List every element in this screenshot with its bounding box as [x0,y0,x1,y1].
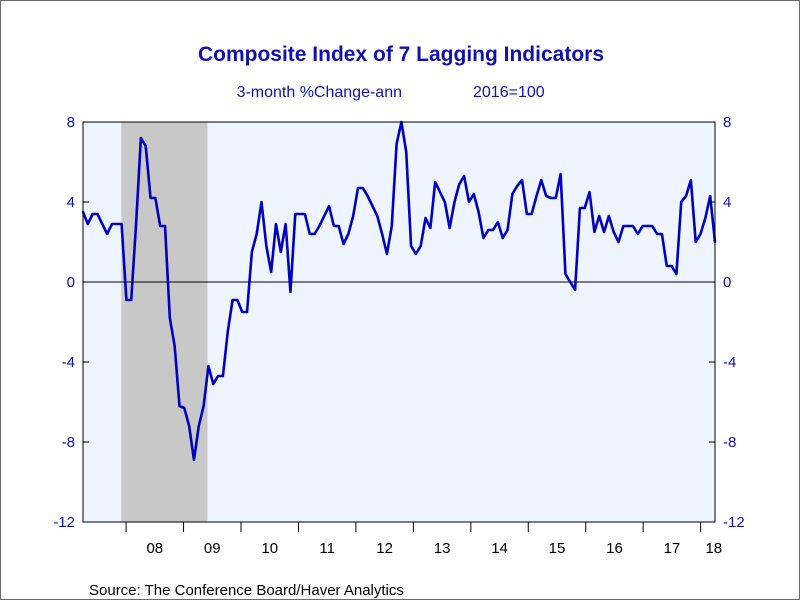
y-tick-label-left: -4 [62,354,75,371]
y-tick-label-right: -8 [723,434,736,451]
x-tick-label: 10 [261,540,278,557]
y-tick-label-right: -12 [723,514,745,531]
recession-band [121,122,208,522]
x-tick-label: 11 [319,540,335,557]
y-tick-label-right: 8 [723,114,731,131]
y-tick-label-left: 4 [67,194,75,211]
x-tick-label: 13 [434,540,451,557]
y-tick-label-left: 8 [67,114,75,131]
x-tick-label: 08 [146,540,163,557]
plot-area: 8 8 4 4 0 0 -4 -4 -8 -8 -12 -12 08 09 10 11 12 13 14 15 16 17… [53,114,744,557]
chart-title: Composite Index of 7 Lagging Indicators [198,43,604,66]
x-tick-label: 14 [491,540,508,557]
plot-border [82,121,716,523]
y-tick-label-right: 4 [723,194,731,211]
chart-subtitle-right: 2016=100 [473,84,545,101]
x-tick-label: 09 [204,540,221,557]
chart-source: Source: The Conference Board/Haver Analy… [89,582,404,599]
x-tick-label: 12 [376,540,393,557]
x-tick-label: 18 [705,540,722,557]
y-tick-label-left: -8 [62,434,75,451]
x-tick-label: 16 [606,540,623,557]
y-tick-label-right: -4 [723,354,736,371]
chart-subtitle-left: 3-month %Change-ann [237,84,402,101]
y-tick-label-right: 0 [723,274,731,291]
x-tick-label: 17 [664,540,681,557]
series-line [81,120,717,462]
y-tick-label-left: 0 [67,274,75,291]
x-tick-label: 15 [549,540,566,557]
y-tick-label-left: -12 [53,514,75,531]
